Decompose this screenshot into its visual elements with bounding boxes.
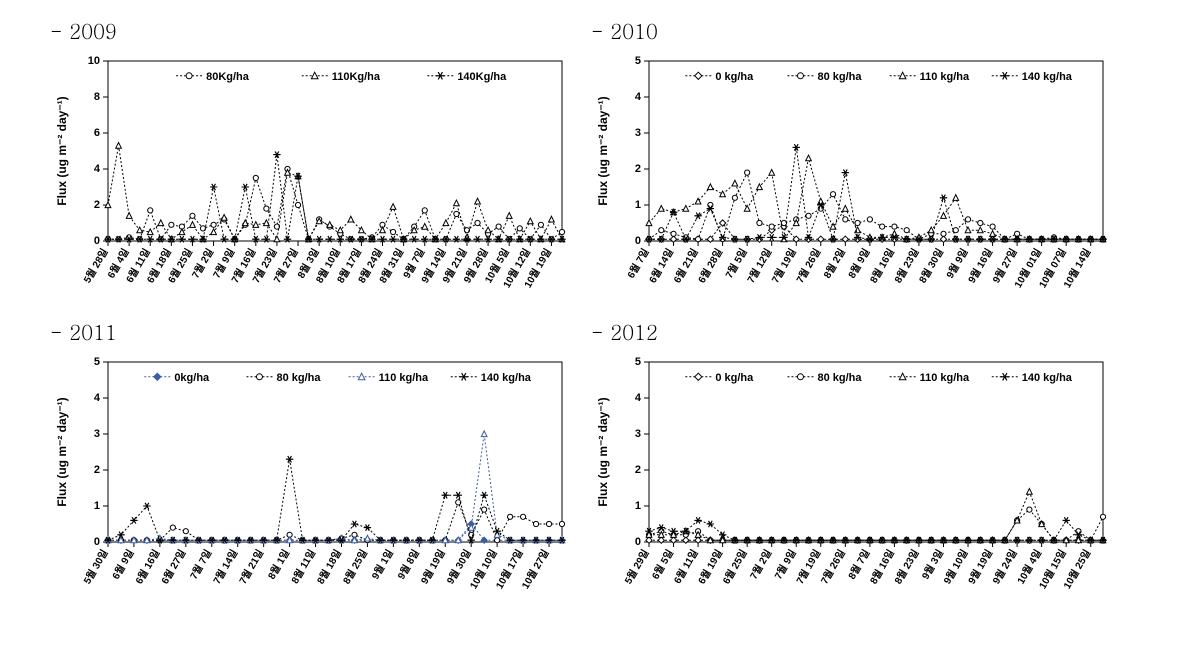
cell-2009: - 2009 0246810Flux (ug m⁻² day⁻¹)5월 28일6… [50,10,581,311]
svg-text:9월 9일: 9월 9일 [943,246,970,280]
svg-text:7월 14일: 7월 14일 [210,547,240,586]
year-label-2011: - 2011 [50,317,581,346]
svg-text:1: 1 [94,500,100,512]
chart-2010: 012345Flux (ug m⁻² day⁻¹)6월 7일6월 14일6월 2… [591,51,1111,311]
cell-2010: - 2010 012345Flux (ug m⁻² day⁻¹)6월 7일6월 … [591,10,1122,311]
svg-text:6: 6 [94,127,100,139]
svg-text:0: 0 [94,235,100,247]
svg-text:6월 16일: 6월 16일 [132,547,162,586]
svg-text:7월 9일: 7월 9일 [771,547,798,581]
chart-2011: 0 1 2 3 4 5 Flux (ug m⁻² day⁻¹) 5월 30일6월 9일6월 1… [50,352,570,612]
year-label-2009: - 2009 [50,16,581,45]
svg-text:2: 2 [94,199,100,211]
chart-2012: 012345Flux (ug m⁻² day⁻¹)5월 29일6월 5일6월 1… [591,352,1111,612]
svg-text:5월 29일: 5월 29일 [621,547,651,586]
figure-grid: - 2009 0246810Flux (ug m⁻² day⁻¹)5월 28일6… [0,0,1182,671]
svg-text:80 kg/ha: 80 kg/ha [817,372,862,384]
svg-text:3: 3 [635,428,641,440]
svg-text:140 kg/ha: 140 kg/ha [1022,372,1073,384]
row-top: - 2009 0246810Flux (ug m⁻² day⁻¹)5월 28일6… [50,10,1132,311]
svg-text:140 kg/ha: 140 kg/ha [481,372,532,384]
svg-text:7월 2일: 7월 2일 [747,547,774,581]
svg-text:0: 0 [635,235,641,247]
svg-text:4: 4 [94,392,101,404]
svg-text:8월 2일: 8월 2일 [821,246,848,280]
svg-text:8월 9일: 8월 9일 [845,246,872,280]
svg-text:3: 3 [94,428,100,440]
svg-text:6월 27일: 6월 27일 [158,547,188,586]
svg-text:Flux (ug m⁻² day⁻¹): Flux (ug m⁻² day⁻¹) [596,96,610,205]
svg-text:8월 25일: 8월 25일 [340,547,370,586]
svg-text:1: 1 [635,500,641,512]
svg-text:Flux (ug m⁻² day⁻¹): Flux (ug m⁻² day⁻¹) [55,397,69,506]
svg-text:Flux (ug m⁻² day⁻¹): Flux (ug m⁻² day⁻¹) [596,397,610,506]
year-label-2010: - 2010 [591,16,1122,45]
cell-2012: - 2012 0 1 2 3 4 5 Flux (ug m⁻² day⁻¹) 5월 29일6월… [591,311,1122,612]
svg-text:9월 8일: 9월 8일 [394,547,421,581]
svg-text:0: 0 [94,536,100,548]
svg-text:8: 8 [94,91,100,103]
svg-text:Flux (ug m⁻² day⁻¹): Flux (ug m⁻² day⁻¹) [55,96,69,205]
svg-text:5월 30일: 5월 30일 [80,547,110,586]
cell-2011: - 2011 012345Flux (ug m⁻² day⁻¹)5월 30일6월… [50,311,581,612]
svg-text:0: 0 [635,536,641,548]
svg-text:80 kg/ha: 80 kg/ha [817,71,862,83]
svg-text:140Kg/ha: 140Kg/ha [457,71,507,83]
svg-text:1: 1 [635,199,641,211]
svg-text:8월 1일: 8월 1일 [265,547,292,581]
svg-text:8월 11일: 8월 11일 [288,547,318,586]
svg-text:5: 5 [94,356,100,368]
svg-text:9월 3일: 9월 3일 [919,547,946,581]
row-bottom: - 2011 012345Flux (ug m⁻² day⁻¹)5월 30일6월… [50,311,1132,612]
svg-text:9월 1일: 9월 1일 [369,547,396,581]
svg-text:10: 10 [88,55,100,67]
svg-text:5: 5 [635,356,641,368]
svg-text:2: 2 [635,163,641,175]
svg-text:4: 4 [635,392,642,404]
svg-text:8월 7일: 8월 7일 [845,547,872,581]
svg-text:2: 2 [635,464,641,476]
svg-text:9월 19일: 9월 19일 [418,547,448,586]
svg-text:110 kg/ha: 110 kg/ha [920,71,970,83]
svg-text:6월 7일: 6월 7일 [624,246,651,280]
svg-text:6월 5일: 6월 5일 [649,547,676,581]
svg-text:4: 4 [635,91,642,103]
svg-text:2: 2 [94,464,100,476]
svg-text:4: 4 [94,163,101,175]
svg-text:6월 9일: 6월 9일 [109,547,136,581]
svg-text:110Kg/ha: 110Kg/ha [332,71,381,83]
svg-text:80 kg/ha: 80 kg/ha [276,372,321,384]
svg-text:3: 3 [635,127,641,139]
svg-text:8월 18일: 8월 18일 [314,547,344,586]
svg-text:7월 21일: 7월 21일 [236,547,266,586]
svg-text:0 kg/ha: 0 kg/ha [715,71,754,83]
svg-text:80Kg/ha: 80Kg/ha [206,71,250,83]
svg-text:110 kg/ha: 110 kg/ha [379,372,429,384]
svg-text:5: 5 [635,55,641,67]
chart-2009: 0246810Flux (ug m⁻² day⁻¹)5월 28일6월 4일6월 … [50,51,570,311]
svg-text:5월 28일: 5월 28일 [80,246,110,285]
svg-text:9월 30일: 9월 30일 [444,547,474,586]
svg-text:110 kg/ha: 110 kg/ha [920,372,970,384]
svg-text:7월 7일: 7월 7일 [187,547,214,581]
svg-text:7월 5일: 7월 5일 [722,246,749,280]
svg-text:0 kg/ha: 0 kg/ha [715,372,754,384]
svg-text:140 kg/ha: 140 kg/ha [1022,71,1073,83]
year-label-2012: - 2012 [591,317,1122,346]
svg-text:0kg/ha: 0kg/ha [174,372,210,384]
